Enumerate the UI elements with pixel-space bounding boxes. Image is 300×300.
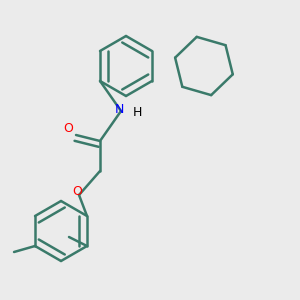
Text: N: N — [115, 103, 124, 116]
Text: O: O — [73, 185, 82, 199]
Text: O: O — [64, 122, 74, 136]
Text: H: H — [133, 106, 142, 119]
